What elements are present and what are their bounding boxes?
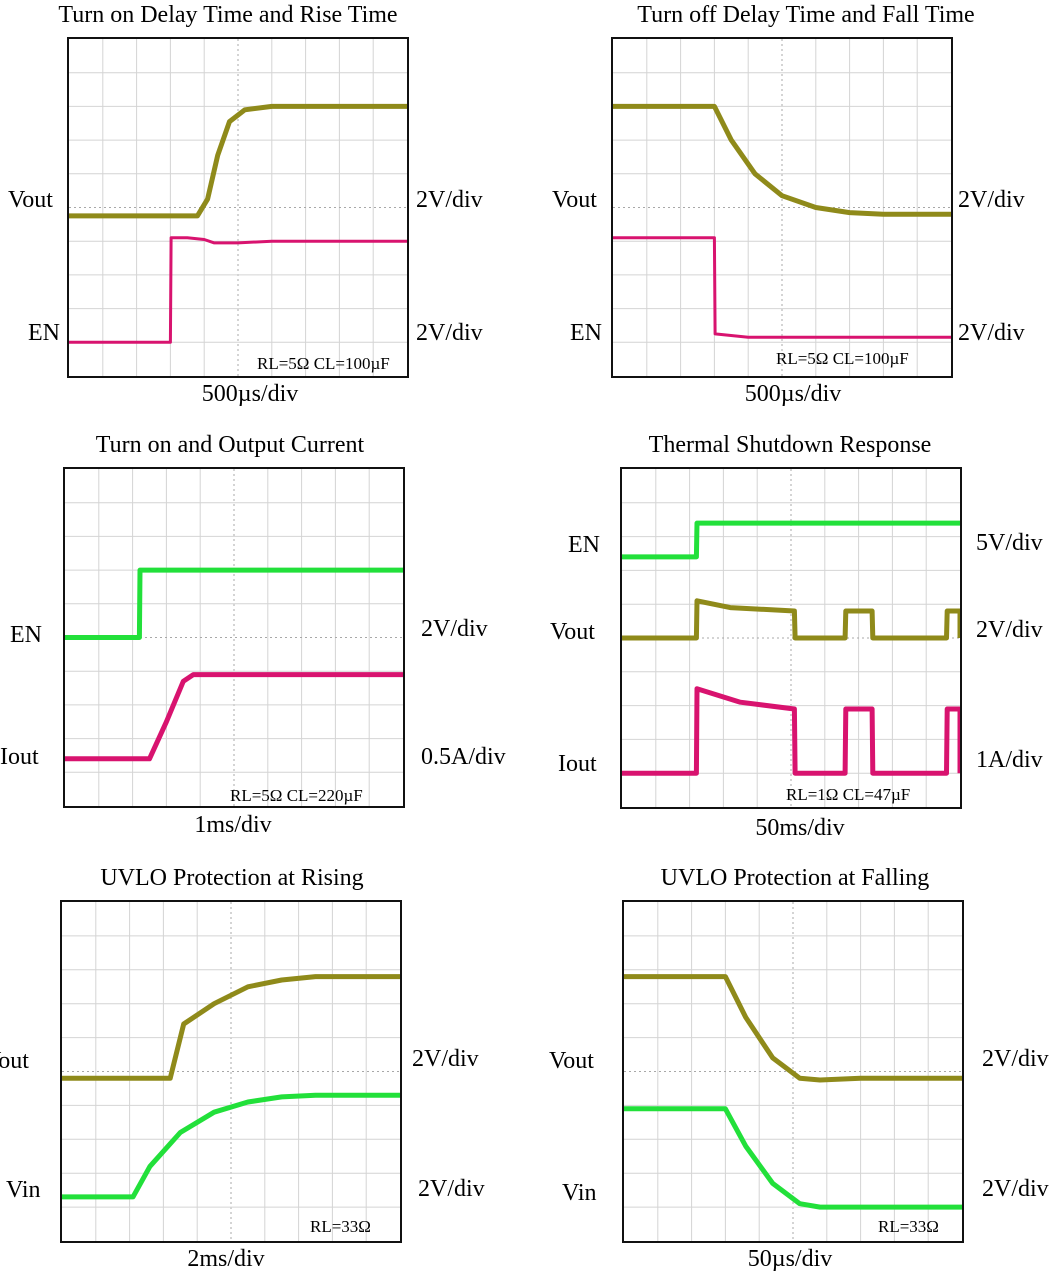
scope-screen: [63, 467, 405, 808]
series-label-vout: Vout: [0, 1048, 29, 1074]
test-condition-note: RL=1Ω CL=47µF: [786, 785, 911, 804]
time-scale-label: 1ms/div: [194, 812, 272, 838]
trace-iout: [622, 686, 960, 776]
series-label-en: EN: [570, 320, 602, 346]
scope-screen: [611, 37, 953, 378]
test-condition-note: RL=5Ω CL=100µF: [776, 349, 909, 368]
chart-title: Thermal Shutdown Response: [648, 432, 932, 458]
test-condition-note: RL=33Ω: [310, 1217, 371, 1236]
series-label-vout: Vout: [552, 187, 597, 213]
vout-scale-label: 2V/div: [982, 1046, 1049, 1072]
series-label-en: EN: [28, 320, 60, 346]
trace-en: [65, 567, 403, 640]
series-label-en: EN: [10, 622, 42, 648]
vout-scale-label: 2V/div: [416, 187, 483, 213]
series-label-vout: Vout: [550, 619, 595, 645]
time-scale-label: 500µs/div: [201, 381, 299, 407]
scope-plot: [624, 902, 962, 1241]
vin-scale-label: 2V/div: [418, 1176, 485, 1202]
time-scale-label: 50ms/div: [755, 815, 845, 841]
scope-plot: [62, 902, 400, 1241]
chart-title: UVLO Protection at Rising: [100, 865, 364, 891]
time-scale-label: 500µs/div: [744, 381, 842, 407]
test-condition-note: RL=33Ω: [878, 1217, 939, 1236]
vout-scale-label: 2V/div: [412, 1046, 479, 1072]
vin-scale-label: 2V/div: [982, 1176, 1049, 1202]
trace-en: [613, 236, 951, 339]
series-label-vout: Vout: [8, 187, 53, 213]
chart-title: UVLO Protection at Falling: [660, 865, 930, 891]
trace-vout: [624, 974, 962, 1083]
chart-title: Turn on Delay Time and Rise Time: [58, 2, 398, 28]
series-label-vout: Vout: [549, 1048, 594, 1074]
chart-title: Turn off Delay Time and Fall Time: [637, 2, 975, 28]
scope-screen: [60, 900, 402, 1243]
scope-plot: [622, 469, 960, 807]
trace-iout: [65, 672, 403, 762]
en-scale-label: 2V/div: [416, 320, 483, 346]
trace-en: [622, 520, 960, 560]
en-scale-label: 2V/div: [421, 616, 488, 642]
series-label-vin: Vin: [6, 1177, 41, 1203]
scope-plot: [65, 469, 403, 806]
trace-en: [69, 236, 407, 344]
trace-vout: [622, 598, 960, 641]
scope-screen: [622, 900, 964, 1243]
series-label-iout: Iout: [558, 751, 597, 777]
trace-vin: [62, 1092, 400, 1200]
vout-scale-label: 2V/div: [958, 187, 1025, 213]
trace-vout: [62, 974, 400, 1081]
en-scale-label: 5V/div: [976, 530, 1043, 556]
scope-screen: [67, 37, 409, 378]
scope-screen: [620, 467, 962, 809]
trace-vin: [624, 1106, 962, 1210]
time-scale-label: 50µs/div: [747, 1246, 833, 1272]
vout-scale-label: 2V/div: [976, 617, 1043, 643]
scope-plot: [613, 39, 951, 376]
series-label-iout: Iout: [0, 744, 39, 770]
series-label-en: EN: [568, 532, 600, 558]
scope-plot: [69, 39, 407, 376]
chart-title: Turn on and Output Current: [95, 432, 365, 458]
iout-scale-label: 1A/div: [976, 747, 1043, 773]
en-scale-label: 2V/div: [958, 320, 1025, 346]
trace-vout: [613, 103, 951, 217]
time-scale-label: 2ms/div: [187, 1246, 265, 1272]
series-label-vin: Vin: [562, 1180, 597, 1206]
iout-scale-label: 0.5A/div: [421, 744, 506, 770]
test-condition-note: RL=5Ω CL=100µF: [257, 354, 390, 373]
trace-vout: [69, 103, 407, 219]
test-condition-note: RL=5Ω CL=220µF: [230, 786, 363, 805]
